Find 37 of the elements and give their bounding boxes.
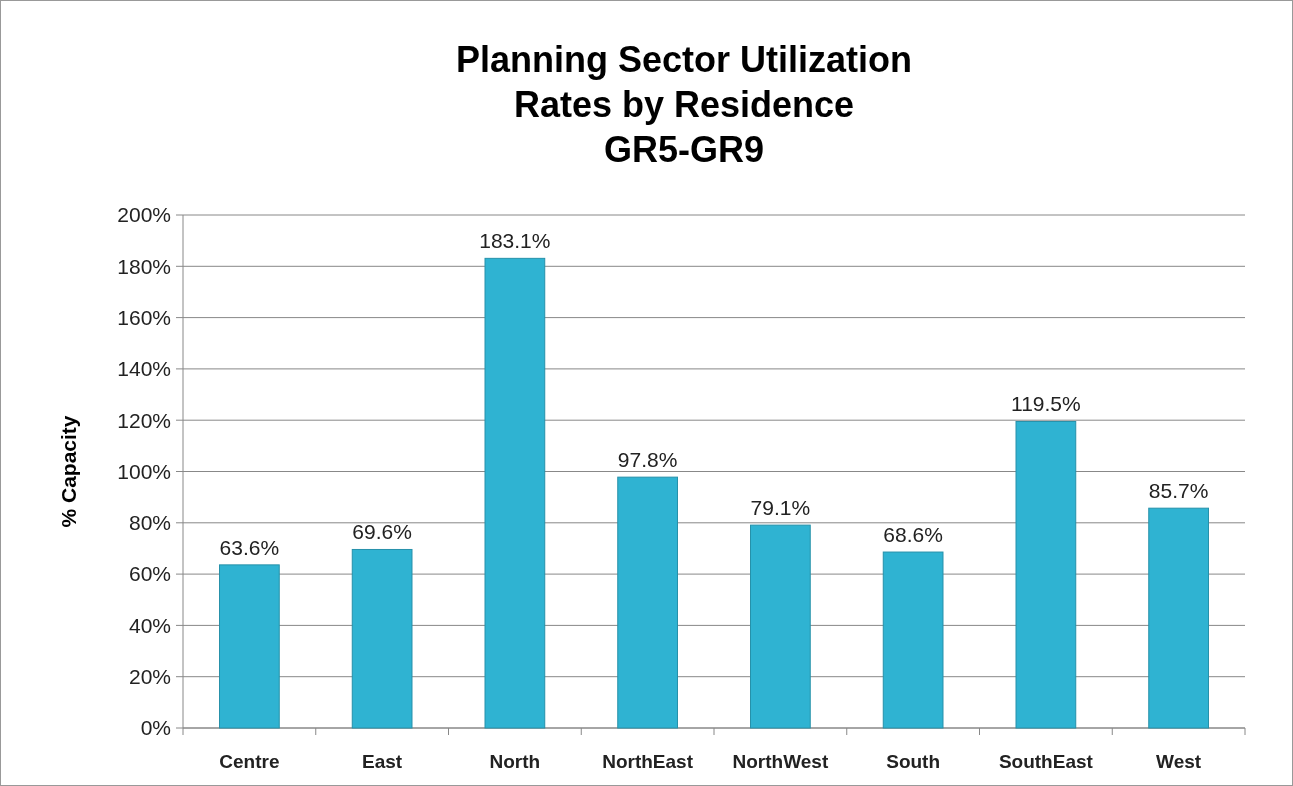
chart-title: Planning Sector Utilization Rates by Residence GR5-GR9 bbox=[455, 39, 913, 170]
y-tick-label: 100% bbox=[117, 459, 171, 483]
bar bbox=[351, 548, 413, 729]
y-tick-label: 200% bbox=[117, 203, 171, 227]
y-tick-label: 120% bbox=[117, 408, 171, 432]
x-tick-label: South bbox=[886, 751, 941, 772]
x-tick-label: Centre bbox=[219, 751, 280, 772]
y-tick-label: 60% bbox=[128, 562, 171, 586]
data-label: 68.6% bbox=[883, 523, 943, 547]
x-tick-label: SouthEast bbox=[998, 751, 1094, 772]
data-label: 69.6% bbox=[352, 520, 412, 544]
data-label: 79.1% bbox=[750, 496, 811, 520]
y-tick-label: 160% bbox=[117, 305, 171, 329]
y-tick-label: 180% bbox=[117, 254, 171, 278]
data-label: 183.1% bbox=[479, 229, 551, 253]
bar bbox=[617, 476, 678, 729]
bar bbox=[1148, 507, 1209, 729]
data-label: 85.7% bbox=[1148, 479, 1209, 503]
x-tick-label: North bbox=[489, 751, 541, 772]
x-tick-label: NorthEast bbox=[602, 751, 694, 772]
bar bbox=[1015, 420, 1077, 729]
y-axis-title: % Capacity bbox=[57, 415, 80, 528]
y-tick-label: 140% bbox=[117, 357, 171, 381]
x-tick-label: West bbox=[1156, 751, 1202, 772]
y-tick-label: 0% bbox=[140, 716, 171, 740]
y-tick-label: 40% bbox=[128, 613, 171, 637]
bar bbox=[750, 524, 811, 729]
bar bbox=[219, 564, 280, 729]
bar bbox=[882, 551, 944, 729]
x-tick-label: East bbox=[362, 751, 403, 772]
x-tick-label: NorthWest bbox=[732, 751, 829, 772]
y-tick-label: 20% bbox=[128, 665, 171, 689]
bar bbox=[484, 257, 546, 729]
data-label: 119.5% bbox=[1011, 392, 1081, 416]
data-label: 97.8% bbox=[617, 448, 678, 472]
data-label: 63.6% bbox=[219, 535, 280, 559]
y-tick-label: 80% bbox=[128, 511, 171, 535]
